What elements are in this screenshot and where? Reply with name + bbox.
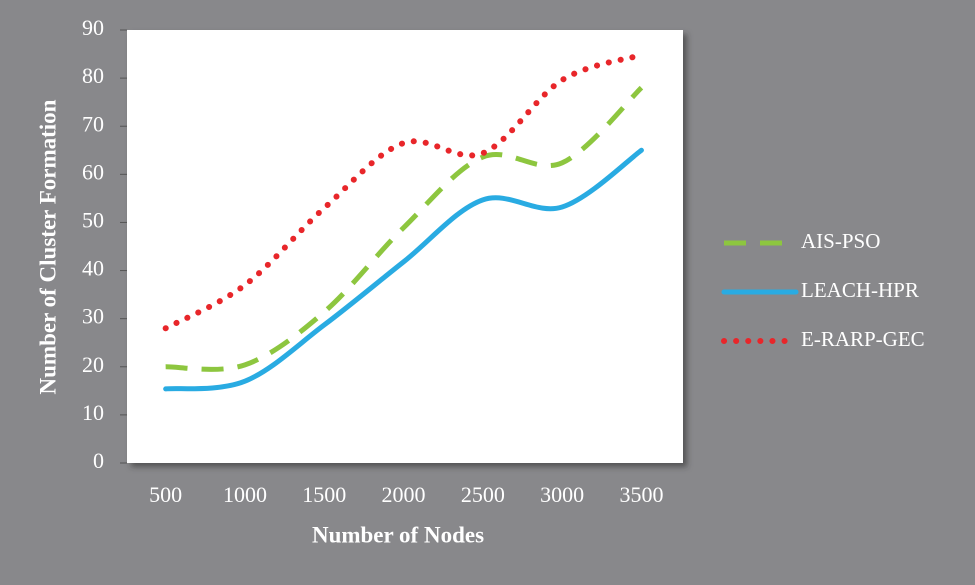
y-tick-label: 60 bbox=[82, 159, 104, 184]
y-axis-title: Number of Cluster Formation bbox=[35, 99, 60, 394]
x-tick-label: 3000 bbox=[540, 482, 584, 507]
y-tick-label: 0 bbox=[93, 448, 104, 473]
x-tick-label: 1500 bbox=[302, 482, 346, 507]
x-tick-label: 3500 bbox=[619, 482, 663, 507]
series-line bbox=[165, 85, 644, 372]
series-line bbox=[163, 147, 644, 392]
y-tick-label: 90 bbox=[82, 15, 104, 40]
x-tick-label: 1000 bbox=[223, 482, 267, 507]
plot-area bbox=[127, 30, 683, 463]
y-tick-label: 20 bbox=[82, 352, 104, 377]
x-tick-label: 2500 bbox=[461, 482, 505, 507]
y-tick-label: 80 bbox=[82, 63, 104, 88]
y-tick-label: 10 bbox=[82, 400, 104, 425]
legend-label: LEACH-HPR bbox=[801, 278, 919, 302]
x-axis-title: Number of Nodes bbox=[312, 522, 484, 547]
y-tick-label: 30 bbox=[82, 304, 104, 329]
y-tick-label: 40 bbox=[82, 256, 104, 281]
legend-label: AIS-PSO bbox=[801, 229, 880, 253]
series-line bbox=[162, 52, 645, 332]
y-tick-label: 50 bbox=[82, 207, 104, 232]
legend-label: E-RARP-GEC bbox=[801, 327, 925, 351]
x-tick-label: 2000 bbox=[382, 482, 426, 507]
y-tick-label: 70 bbox=[82, 111, 104, 136]
x-tick-label: 500 bbox=[149, 482, 182, 507]
